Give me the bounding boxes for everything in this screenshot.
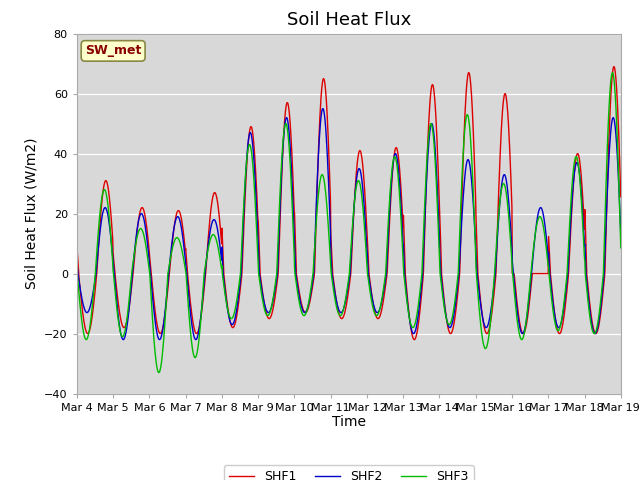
SHF2 [195,332,202,337]
SHF1 [410,336,418,342]
Legend: SHF1, SHF2, SHF3: SHF1, SHF2, SHF3 [224,465,474,480]
SHF3 [553,326,561,332]
SHF2 [255,262,263,267]
SHF3 [609,70,616,75]
SHF1 [194,329,202,335]
SHF1 [73,242,81,248]
SHF2 [434,197,442,203]
SHF2 [120,336,127,342]
Text: SW_met: SW_met [85,44,141,58]
SHF1 [180,240,188,246]
SHF3 [181,264,189,270]
SHF1 [553,323,561,329]
X-axis label: Time: Time [332,415,366,430]
SHF3 [505,212,513,217]
Line: SHF2: SHF2 [77,108,621,339]
Line: SHF3: SHF3 [77,72,621,372]
SHF2 [73,258,81,264]
SHF3 [155,370,163,375]
SHF2 [181,253,189,259]
SHF2 [505,201,513,207]
SHF3 [73,265,81,271]
SHF2 [553,322,561,328]
SHF3 [195,343,202,349]
SHF1 [505,122,513,128]
Line: SHF1: SHF1 [77,67,621,339]
SHF2 [319,106,327,111]
SHF3 [255,274,263,279]
Title: Soil Heat Flux: Soil Heat Flux [287,11,411,29]
SHF1 [617,194,625,200]
SHF1 [255,228,262,234]
SHF3 [434,205,442,211]
SHF2 [617,231,625,237]
SHF3 [617,245,625,251]
SHF1 [610,64,618,70]
Y-axis label: Soil Heat Flux (W/m2): Soil Heat Flux (W/m2) [25,138,38,289]
SHF1 [434,148,442,154]
